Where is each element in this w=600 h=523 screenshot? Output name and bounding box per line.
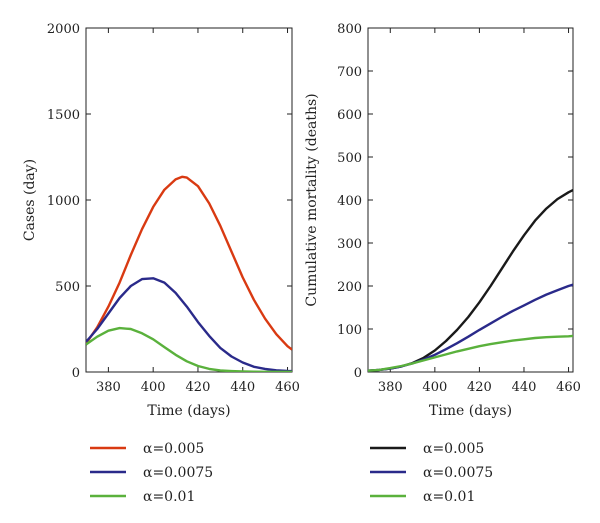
y-tick-label: 500 xyxy=(55,280,80,295)
legend-entry-label: α=0.0075 xyxy=(423,465,493,481)
plot-frame xyxy=(85,27,293,373)
x-tick-label: 380 xyxy=(96,380,121,395)
y-axis-label: Cumulative mortality (deaths) xyxy=(304,93,320,306)
legend-entry-label: α=0.005 xyxy=(143,441,204,457)
y-axis-label: Cases (day) xyxy=(22,159,38,241)
x-tick-label: 400 xyxy=(141,380,166,395)
x-tick-label: 400 xyxy=(422,380,447,395)
y-tick-label: 800 xyxy=(337,22,362,37)
y-tick-label: 500 xyxy=(337,151,362,166)
x-axis-label: Time (days) xyxy=(147,403,230,419)
y-tick-label: 600 xyxy=(337,108,362,123)
x-tick-label: 460 xyxy=(556,380,581,395)
series-line-1 xyxy=(368,283,573,372)
series-line-2 xyxy=(86,326,292,372)
series-line-1 xyxy=(86,277,292,372)
x-tick-label: 380 xyxy=(378,380,403,395)
plot-frame xyxy=(367,27,574,373)
y-tick-label: 2000 xyxy=(47,22,80,37)
legend-entry-label: α=0.01 xyxy=(143,489,195,505)
x-axis-label: Time (days) xyxy=(429,403,512,419)
left-chart-cases: 380 400 420 440 460 0 500 1000 1500 2000 Time (day… xyxy=(22,22,300,505)
legend-entry-label: α=0.005 xyxy=(423,441,484,457)
y-tick-label: 700 xyxy=(337,65,362,80)
series-line-0 xyxy=(368,189,573,372)
x-tick-label: 420 xyxy=(186,380,211,395)
y-tick-label: 200 xyxy=(337,280,362,295)
y-tick-label: 0 xyxy=(354,366,362,381)
x-tick-label: 440 xyxy=(230,380,255,395)
series-line-2 xyxy=(368,334,573,372)
legend-entry-label: α=0.0075 xyxy=(143,465,213,481)
right-chart-cumulative-mortality: 380 400 420 440 460 0 100 200 300 400 500 600 700 800… xyxy=(304,22,581,505)
y-tick-label: 1500 xyxy=(47,108,80,123)
y-tick-label: 100 xyxy=(337,323,362,338)
x-tick-label: 420 xyxy=(467,380,492,395)
y-tick-label: 300 xyxy=(337,237,362,252)
x-tick-label: 440 xyxy=(512,380,537,395)
series-line-0 xyxy=(86,175,292,351)
x-tick-label: 460 xyxy=(275,380,300,395)
y-tick-label: 0 xyxy=(72,366,80,381)
y-tick-label: 400 xyxy=(337,194,362,209)
y-tick-label: 1000 xyxy=(47,194,80,209)
legend-entry-label: α=0.01 xyxy=(423,489,475,505)
